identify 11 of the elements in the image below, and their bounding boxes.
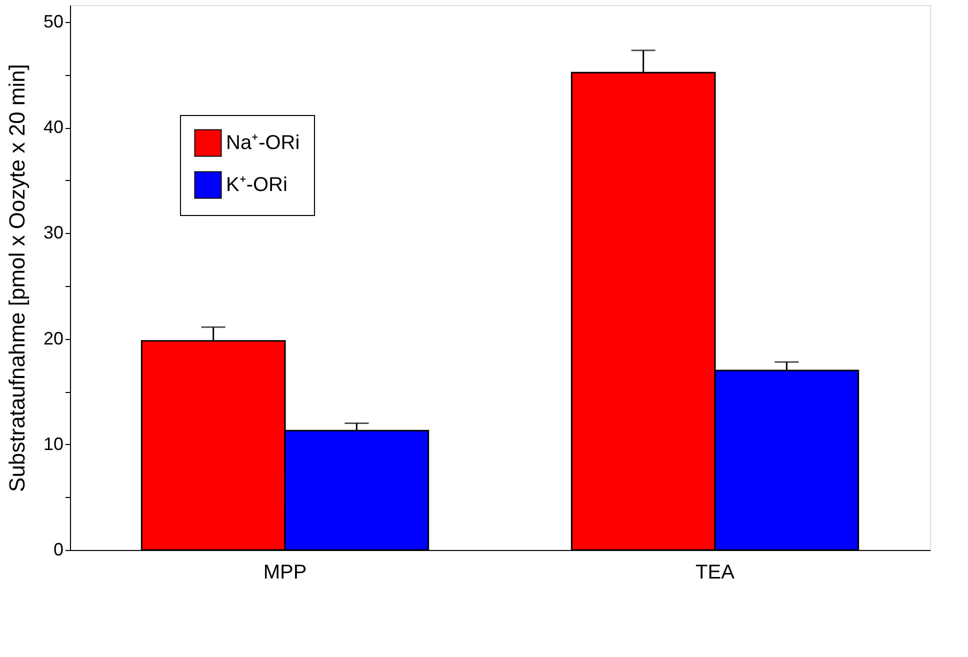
y-tick-label: 20 <box>43 328 64 348</box>
x-tick-label: TEA <box>696 562 736 584</box>
y-tick-label: 10 <box>43 434 64 454</box>
y-tick-label: 40 <box>43 117 64 138</box>
y-axis-title: Substrataufnahme [pmol x Oozyte x 20 min] <box>4 64 30 492</box>
legend-label: K⁺-ORi <box>226 174 288 196</box>
y-tick-label: 30 <box>43 222 64 243</box>
x-tick-label: MPP <box>263 562 307 584</box>
y-tick-label: 0 <box>53 540 64 560</box>
legend-label: Na⁺-ORi <box>226 132 300 154</box>
y-tick-label: 50 <box>43 11 64 32</box>
